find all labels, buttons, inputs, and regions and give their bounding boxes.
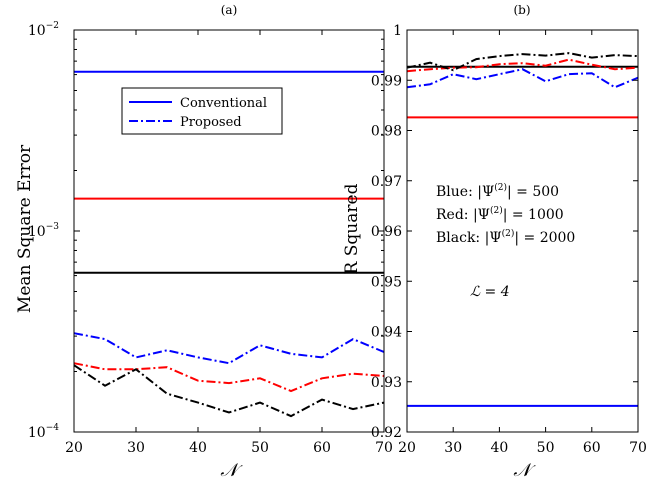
y-tick-label: 0.97 xyxy=(371,174,402,190)
series-line-6 xyxy=(406,52,639,72)
panel-b-xlabel: 𝒩 xyxy=(513,460,536,481)
panel-a-ytick-1e-4: 10−4 xyxy=(28,423,59,441)
x-tick-label: 60 xyxy=(313,440,331,456)
x-tick-label: 70 xyxy=(375,440,393,456)
x-tick-label: 20 xyxy=(65,440,83,456)
panel-a-legend: Conventional Proposed xyxy=(121,87,283,135)
y-tick-label: 0.98 xyxy=(371,124,402,140)
x-tick-label: 30 xyxy=(127,440,145,456)
x-tick-label: 60 xyxy=(583,440,601,456)
series-line-6 xyxy=(73,364,385,418)
annotation-red: Red: |Ψ(2)| = 1000 xyxy=(436,205,564,223)
panel-b-title: (b) xyxy=(513,3,530,17)
panel-a-plot: 20 30 40 50 60 70 xyxy=(65,29,393,456)
y-tick-label: 0.96 xyxy=(371,224,402,240)
series-line-4 xyxy=(406,68,639,89)
y-tick-label: 0.99 xyxy=(371,73,402,89)
x-tick-label: 50 xyxy=(251,440,269,456)
annotation-black: Black: |Ψ(2)| = 2000 xyxy=(436,228,575,246)
y-tick-label: 0.94 xyxy=(371,325,402,341)
legend-label-conventional: Conventional xyxy=(180,96,267,111)
annotation-blue: Blue: |Ψ(2)| = 500 xyxy=(436,182,559,200)
panel-a-title: (a) xyxy=(221,3,238,17)
x-tick-label: 40 xyxy=(490,440,508,456)
legend-box xyxy=(121,87,283,135)
x-tick-label: 50 xyxy=(537,440,555,456)
panel-b-ylabel: R Squared xyxy=(342,183,362,274)
panel-a-ytick-1e-3: 10−3 xyxy=(28,222,59,240)
panel-a-ylabel: Mean Square Error xyxy=(15,144,35,313)
y-tick-label: 0.92 xyxy=(371,425,402,441)
panel-b: (b) R Squared 𝒩 20 30 40 50 60 700.920.930.94… xyxy=(342,3,647,481)
param-label: ℒ = 4 xyxy=(470,284,510,300)
x-tick-label: 70 xyxy=(629,440,647,456)
series-line-4 xyxy=(73,332,385,365)
panel-b-annotation: Blue: |Ψ(2)| = 500 Red: |Ψ(2)| = 1000 Bl… xyxy=(436,182,575,300)
y-tick-label: 0.93 xyxy=(371,375,402,391)
series-line-5 xyxy=(73,362,385,393)
y-tick-label: 0.95 xyxy=(371,274,402,290)
y-tick-label: 1 xyxy=(393,23,402,39)
panel-a-xlabel: 𝒩 xyxy=(220,460,243,481)
panel-a-ytick-1e-2: 10−2 xyxy=(28,21,59,39)
x-tick-label: 20 xyxy=(398,440,416,456)
legend-label-proposed: Proposed xyxy=(180,115,242,130)
x-tick-label: 30 xyxy=(444,440,462,456)
panel-b-plot: 20 30 40 50 60 700.920.930.940.950.960.970.98… xyxy=(371,23,647,456)
panel-a: (a) Mean Square Error 𝒩 20 30 40 50 60 70 10−… xyxy=(15,3,393,481)
x-tick-label: 40 xyxy=(189,440,207,456)
